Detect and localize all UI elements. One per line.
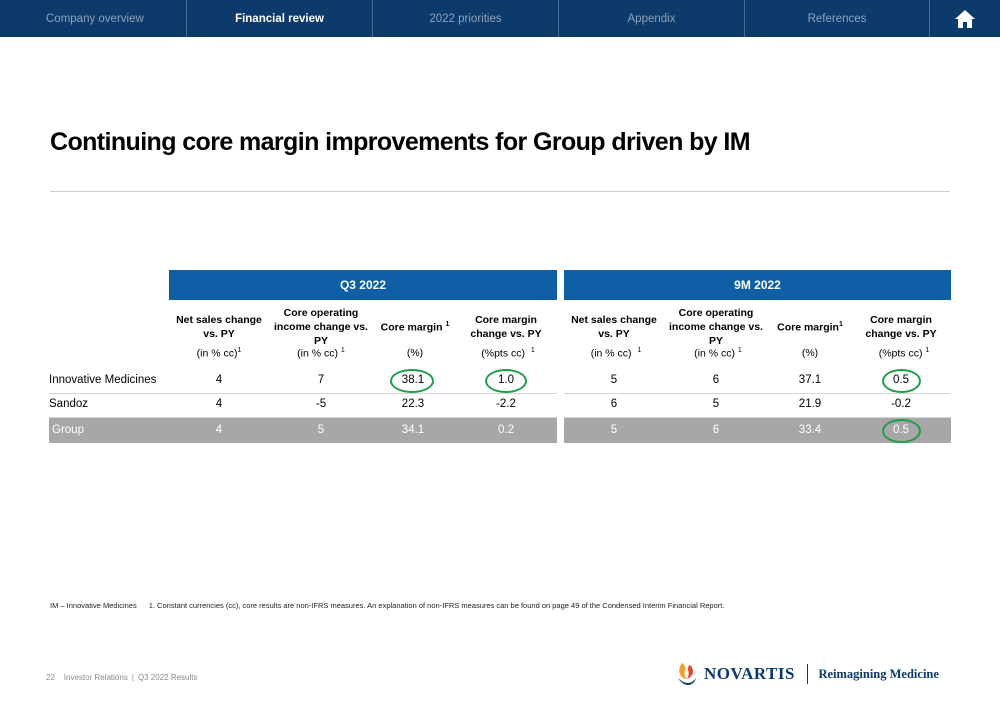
unit-core-op-q3: (in % cc) 1 xyxy=(297,347,345,360)
tab-appendix[interactable]: Appendix xyxy=(559,0,745,37)
col-head-core-op-9m: Core operating income change vs. PY xyxy=(669,307,763,347)
unit-net-sales-q3: (in % cc)1 xyxy=(196,347,242,360)
top-nav: Company overview Financial review 2022 p… xyxy=(0,0,1000,37)
col-head-margin-change-9m: Core margin change vs. PY xyxy=(865,314,937,340)
footnote-text: 1. Constant currencies (cc), core result… xyxy=(148,601,725,610)
group-row-band xyxy=(49,418,557,443)
table-cell: 5 xyxy=(610,374,618,386)
table-cell: 4 xyxy=(215,424,223,436)
footnote-abbrev: IM – Innovative Medicines xyxy=(50,601,137,610)
page-title: Continuing core margin improvements for … xyxy=(50,128,751,156)
highlight-ring-im-q3-change xyxy=(485,369,527,393)
title-divider xyxy=(50,191,950,192)
col-head-margin-change-q3: Core margin change vs. PY xyxy=(470,314,542,340)
row-label-group: Group xyxy=(52,424,84,436)
col-head-core-margin-q3: Core margin 1 xyxy=(380,321,450,334)
period-header-9m: 9M 2022 xyxy=(564,270,951,300)
table-cell: 5 xyxy=(610,424,618,436)
col-head-core-margin-9m: Core margin1 xyxy=(777,321,843,334)
table-cell: 6 xyxy=(712,374,720,386)
highlight-ring-group-9m-change xyxy=(882,419,921,443)
period-header-q3: Q3 2022 xyxy=(169,270,557,300)
table-cell: 22.3 xyxy=(401,398,425,410)
table-cell: -0.2 xyxy=(891,398,911,410)
footer-doc: Q3 2022 Results xyxy=(137,673,198,682)
row-label-innovative-medicines: Innovative Medicines xyxy=(49,374,157,386)
table-cell: 21.9 xyxy=(798,398,822,410)
unit-margin-change-9m: (%pts cc) 1 xyxy=(878,347,930,360)
brand-logo: NOVARTIS Reimagining Medicine xyxy=(676,660,939,688)
tab-company-overview[interactable]: Company overview xyxy=(0,0,187,37)
brand-divider xyxy=(806,664,809,684)
page-footer: 22 Investor Relations | Q3 2022 Results xyxy=(46,673,198,682)
row-divider xyxy=(49,417,557,418)
footnote: IM – Innovative Medicines 1. Constant cur… xyxy=(50,601,724,610)
table-cell: 4 xyxy=(215,398,223,410)
unit-core-margin-9m: (%) xyxy=(801,347,819,359)
tab-2022-priorities[interactable]: 2022 priorities xyxy=(373,0,559,37)
table-cell: 5 xyxy=(317,424,325,436)
row-label-sandoz: Sandoz xyxy=(49,398,89,410)
table-cell: 4 xyxy=(215,374,223,386)
col-head-net-sales-9m: Net sales change vs. PY xyxy=(571,314,657,340)
col-head-core-op-q3: Core operating income change vs. PY xyxy=(274,307,368,347)
page-number: 22 xyxy=(46,673,55,682)
unit-margin-change-q3: (%pts cc) 1 xyxy=(481,347,535,360)
brand-name: NOVARTIS xyxy=(704,664,795,683)
table-cell: 5 xyxy=(712,398,720,410)
table-cell: 7 xyxy=(317,374,325,386)
col-head-net-sales-q3: Net sales change vs. PY xyxy=(176,314,262,340)
tab-financial-review[interactable]: Financial review xyxy=(187,0,373,37)
table-cell: -5 xyxy=(315,398,327,410)
table-cell: 0.2 xyxy=(498,424,514,436)
highlight-ring-im-9m-change xyxy=(882,369,921,393)
unit-core-op-9m: (in % cc) 1 xyxy=(694,347,742,360)
table-cell: -2.2 xyxy=(496,398,516,410)
row-divider xyxy=(49,393,557,394)
footer-section: Investor Relations xyxy=(63,673,128,682)
table-cell: 34.1 xyxy=(401,424,425,436)
novartis-flame-icon xyxy=(678,663,696,685)
tab-references[interactable]: References xyxy=(745,0,930,37)
unit-core-margin-q3: (%) xyxy=(406,347,424,359)
highlight-ring-im-q3-margin xyxy=(390,369,434,393)
row-divider xyxy=(564,417,951,418)
table-cell: 6 xyxy=(610,398,618,410)
brand-tagline: Reimagining Medicine xyxy=(818,666,939,681)
table-cell: 37.1 xyxy=(798,374,822,386)
row-divider xyxy=(564,393,951,394)
table-cell: 33.4 xyxy=(798,424,822,436)
home-icon xyxy=(955,9,975,28)
unit-net-sales-9m: (in % cc) 1 xyxy=(590,347,642,360)
home-button[interactable] xyxy=(930,0,1000,37)
table-cell: 6 xyxy=(712,424,720,436)
